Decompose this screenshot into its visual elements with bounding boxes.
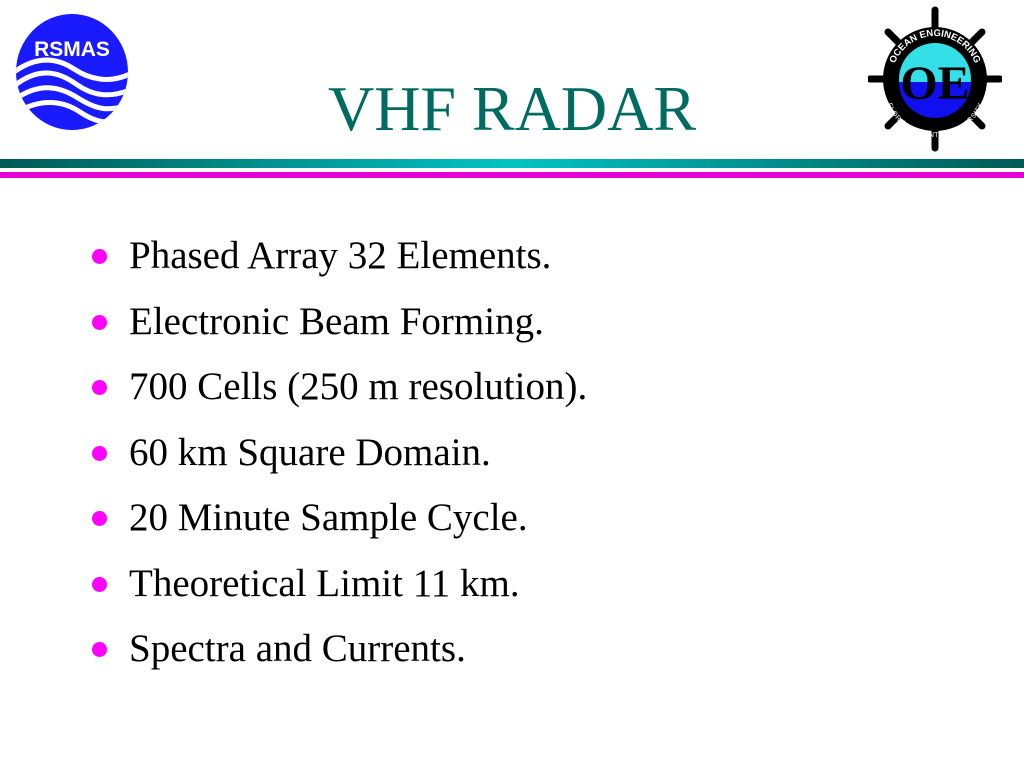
bullet-item: Electronic Beam Forming. — [88, 292, 587, 358]
oe-monogram: OE — [900, 57, 969, 110]
bullet-item: 60 km Square Domain. — [88, 423, 587, 489]
bullet-text: Spectra and Currents. — [129, 627, 466, 670]
bullet-dot-icon — [92, 249, 107, 264]
bullet-dot-icon — [92, 314, 107, 330]
bullet-text: 700 Cells (250 m resolution). — [129, 365, 588, 408]
bullet-text: Electronic Beam Forming. — [129, 299, 544, 343]
bullet-text: 20 Minute Sample Cycle. — [129, 496, 528, 539]
ocean-engineering-logo: OE OCEAN ENGINEERING FLORIDA ATLANTIC UN… — [866, 6, 1004, 152]
bullet-dot-icon — [92, 642, 107, 657]
bullet-item: Spectra and Currents. — [88, 619, 587, 685]
bullet-dot-icon — [92, 445, 107, 461]
bullet-text: Theoretical Limit 11 km. — [129, 561, 520, 605]
bullet-dot-icon — [92, 511, 107, 526]
bullet-item: Theoretical Limit 11 km. — [88, 554, 587, 620]
bullet-dot-icon — [92, 380, 107, 395]
bullet-item: 700 Cells (250 m resolution). — [88, 357, 587, 423]
bullet-item: Phased Array 32 Elements. — [88, 226, 587, 292]
teal-divider — [0, 159, 1024, 168]
bullet-item: 20 Minute Sample Cycle. — [88, 488, 587, 554]
rsmas-logo: RSMAS — [14, 14, 130, 130]
bullet-text: 60 km Square Domain. — [129, 430, 491, 474]
slide-title: VHF RADAR — [327, 73, 697, 144]
magenta-divider — [0, 172, 1024, 178]
bullet-text: Phased Array 32 Elements. — [129, 234, 552, 277]
bullet-dot-icon — [92, 576, 107, 592]
rsmas-logo-text: RSMAS — [34, 38, 110, 61]
bullet-list: Phased Array 32 Elements. Electronic Bea… — [88, 226, 587, 685]
